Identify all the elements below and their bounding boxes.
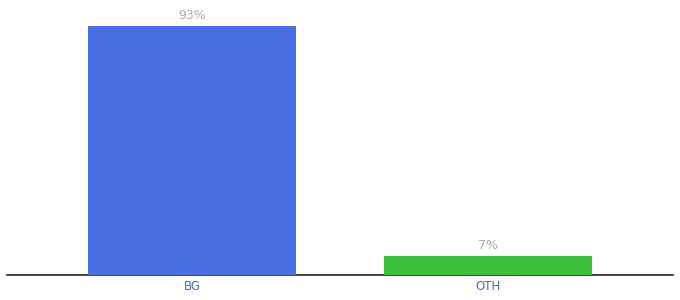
Text: 93%: 93% bbox=[178, 9, 206, 22]
Bar bbox=[88, 26, 296, 275]
Bar bbox=[384, 256, 592, 275]
Text: 7%: 7% bbox=[478, 239, 498, 252]
